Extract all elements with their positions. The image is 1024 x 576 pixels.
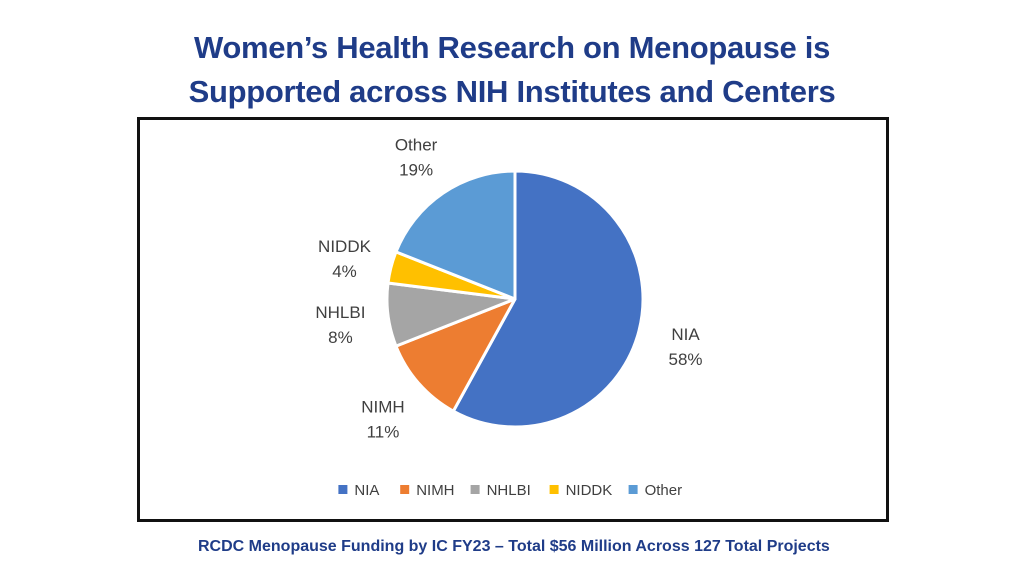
chart-caption: RCDC Menopause Funding by IC FY23 – Tota…: [198, 538, 830, 555]
title-line-2: Supported across NIH Institutes and Cent…: [188, 74, 836, 109]
data-label-other: Other 19%: [395, 135, 438, 179]
data-label-nia: NIA 58%: [668, 325, 702, 369]
chart-legend: NIA NIMH NHLBI NIDDK Other: [338, 482, 682, 499]
pie-slice-other: [394, 169, 517, 301]
legend-swatch-nimh: [400, 485, 410, 494]
legend-label-other: Other: [645, 482, 683, 499]
legend-label-niddk: NIDDK: [566, 482, 613, 499]
pie-slice-nia: [451, 169, 645, 429]
data-label-niddk: NIDDK 4%: [318, 237, 372, 281]
page-title: Women’s Health Research on Menopause is …: [0, 26, 1024, 114]
legend-swatch-nhlbi: [470, 485, 480, 494]
title-line-1: Women’s Health Research on Menopause is: [193, 30, 831, 65]
pie-chart: NIA 58%NIMH 11%NHLBI 8%NIDDK 4%Other 19%NIA NI…: [315, 135, 702, 499]
legend-label-nia: NIA: [354, 482, 379, 499]
pie-chart-frame: NIA 58% NIMH 11% NHLBI 8% NIDDK 4% Other 19% NIA NI…: [137, 117, 889, 522]
pie-slice-nimh: [394, 297, 517, 413]
legend-swatch-nia: [338, 485, 348, 494]
legend-label-nhlbi: NHLBI: [487, 482, 531, 499]
legend-swatch-niddk: [549, 485, 559, 494]
data-label-nhlbi: NHLBI 8%: [315, 303, 365, 347]
legend-swatch-other: [628, 485, 638, 494]
data-label-nimh: NIMH 11%: [361, 397, 404, 441]
legend-label-nimh: NIMH: [416, 482, 454, 499]
